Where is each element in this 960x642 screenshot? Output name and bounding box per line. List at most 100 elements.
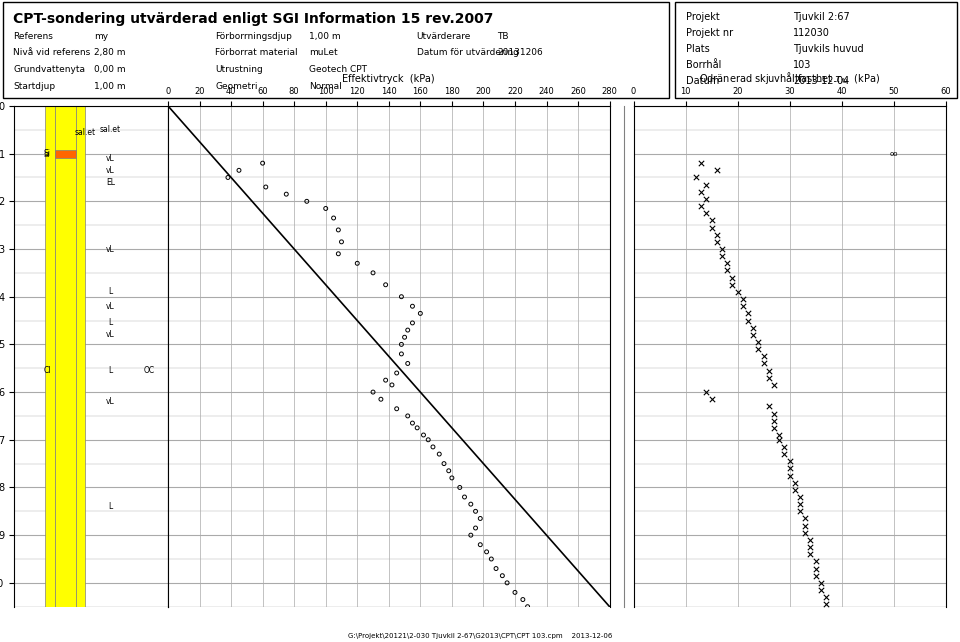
Point (704, 394, 719, 404)
Text: Cl: Cl (43, 366, 51, 375)
Point (725, 272, 740, 282)
Point (761, 401, 777, 412)
Point (405, 301, 420, 311)
Point (255, 158, 271, 168)
Text: G:\Projekt\20121\2-030 Tjuvkil 2-67\G2013\CPT\CPT 103.cpm    2013-12-06: G:\Projekt\20121\2-030 Tjuvkil 2-67\G201… (348, 633, 612, 639)
Point (693, 158, 708, 168)
X-axis label: Effektivtryck  (kPa): Effektivtryck (kPa) (343, 74, 435, 83)
Point (349, 258, 365, 268)
Point (777, 442, 792, 452)
Point (704, 215, 719, 225)
Point (520, 602, 536, 612)
Text: OC: OC (143, 366, 155, 375)
Point (444, 473, 460, 483)
Point (766, 408, 781, 419)
Point (468, 523, 483, 533)
Text: Förborrningsdjup: Förborrningsdjup (215, 32, 292, 41)
Point (420, 435, 436, 445)
Text: Referens: Referens (13, 32, 54, 41)
Text: 0,00 m: 0,00 m (94, 65, 126, 74)
Point (432, 449, 447, 459)
Point (725, 280, 740, 290)
Point (714, 251, 730, 261)
Point (792, 506, 807, 516)
Text: Tjuvkil 2:67: Tjuvkil 2:67 (793, 12, 850, 22)
Point (787, 485, 803, 495)
Point (808, 564, 824, 574)
Point (746, 330, 761, 340)
Point (479, 547, 494, 557)
Text: Startdjup: Startdjup (13, 82, 56, 91)
Point (798, 528, 813, 538)
Point (436, 458, 451, 469)
Text: TB: TB (497, 32, 509, 41)
Text: vL: vL (106, 331, 115, 340)
Point (326, 213, 342, 223)
Point (457, 492, 472, 502)
Point (704, 222, 719, 232)
Point (507, 587, 522, 598)
Point (318, 204, 333, 214)
Text: 2013-12-04: 2013-12-04 (793, 76, 850, 85)
Point (441, 465, 456, 476)
Point (761, 365, 777, 376)
Text: Si: Si (44, 152, 50, 157)
Text: Borrhål: Borrhål (686, 60, 722, 70)
Point (772, 430, 787, 440)
Point (396, 332, 412, 342)
Point (394, 349, 409, 359)
Bar (55, 150, 76, 159)
Point (766, 380, 781, 390)
Text: vL: vL (106, 154, 115, 163)
Point (792, 499, 807, 509)
Point (405, 418, 420, 428)
Point (231, 165, 247, 175)
Point (693, 201, 708, 211)
Point (400, 325, 416, 335)
Point (410, 422, 425, 433)
Text: Datum för utvärdering: Datum för utvärdering (417, 48, 518, 56)
Point (688, 172, 704, 182)
Text: Geotech CPT: Geotech CPT (309, 65, 367, 74)
Point (787, 478, 803, 488)
Text: Projekt nr: Projekt nr (686, 28, 733, 38)
Point (463, 530, 478, 541)
Point (740, 315, 756, 325)
Point (300, 196, 315, 207)
Bar (76, 106, 85, 607)
Point (394, 339, 409, 349)
Text: Utvärderare: Utvärderare (417, 32, 471, 41)
Point (808, 556, 824, 566)
Point (699, 208, 714, 218)
Point (751, 337, 766, 347)
Point (709, 165, 725, 175)
Text: vL: vL (106, 397, 115, 406)
Point (693, 187, 708, 197)
Point (818, 592, 833, 602)
Point (782, 464, 798, 474)
Point (798, 514, 813, 524)
Text: oo: oo (889, 151, 898, 157)
Point (751, 344, 766, 354)
Point (378, 375, 394, 385)
Point (740, 308, 756, 318)
Point (334, 237, 349, 247)
Point (756, 358, 771, 369)
Text: Projekt: Projekt (686, 12, 720, 22)
Text: L: L (108, 318, 112, 327)
Point (782, 456, 798, 466)
Point (766, 422, 781, 433)
Point (468, 506, 483, 516)
Point (330, 225, 346, 235)
Point (761, 372, 777, 383)
Text: vL: vL (106, 302, 115, 311)
Point (330, 248, 346, 259)
Point (373, 394, 389, 404)
Point (278, 189, 294, 199)
Text: vL: vL (106, 166, 115, 175)
Point (772, 435, 787, 445)
Point (699, 180, 714, 190)
Point (425, 442, 441, 452)
Point (472, 514, 488, 524)
Point (803, 549, 818, 559)
